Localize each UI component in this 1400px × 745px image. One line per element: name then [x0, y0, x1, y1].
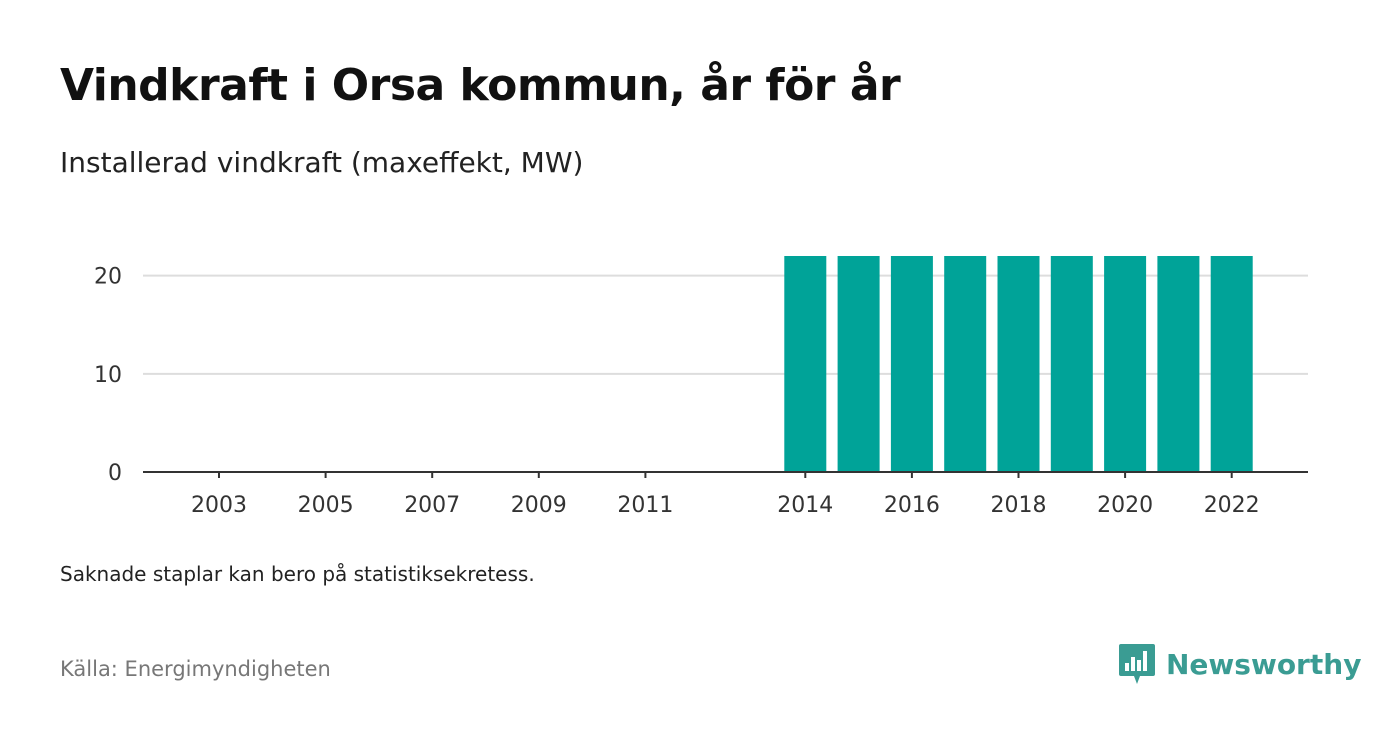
brand-logo: Newsworthy [1118, 642, 1361, 686]
source-text: Källa: Energimyndigheten [60, 657, 331, 681]
x-tick-label: 2022 [1204, 493, 1260, 518]
bar-2014 [784, 256, 827, 472]
x-tick-label: 2018 [991, 493, 1047, 518]
brand-name: Newsworthy [1166, 647, 1362, 681]
chart-subtitle: Installerad vindkraft (maxeffekt, MW) [60, 146, 584, 179]
label-layer: 0 10 20 2003 2005 2007 2009 2011 2014 2016 2018 202… [94, 265, 1260, 518]
bar-2017 [944, 256, 987, 472]
bar-2021 [1157, 256, 1200, 472]
bar-chart: 0 10 20 2003 2005 2007 2009 2011 2014 2016 2018 202… [94, 256, 1308, 518]
bar-2022 [1210, 256, 1253, 472]
bar-2020 [1104, 256, 1147, 472]
bar-2019 [1050, 256, 1093, 472]
y-tick-label: 10 [94, 363, 122, 388]
y-tick-label: 0 [108, 461, 122, 486]
bar-chart-logo-icon [1119, 644, 1155, 684]
bar-2015 [837, 256, 880, 472]
chart-title: Vindkraft i Orsa kommun, år för år [60, 60, 901, 111]
x-tick-label: 2011 [617, 493, 673, 518]
y-tick-label: 20 [94, 265, 122, 290]
axis-layer [143, 471, 1308, 478]
x-tick-label: 2005 [298, 493, 354, 518]
x-tick-label: 2020 [1097, 493, 1153, 518]
bar-layer [784, 256, 1253, 472]
x-tick-label: 2014 [777, 493, 833, 518]
footnote: Saknade staplar kan bero på statistiksek… [60, 562, 535, 586]
x-tick-label: 2003 [191, 493, 247, 518]
x-tick-label: 2007 [404, 493, 460, 518]
x-tick-label: 2009 [511, 493, 567, 518]
bar-2016 [890, 256, 933, 472]
x-tick-label: 2016 [884, 493, 940, 518]
bar-2018 [997, 256, 1040, 472]
